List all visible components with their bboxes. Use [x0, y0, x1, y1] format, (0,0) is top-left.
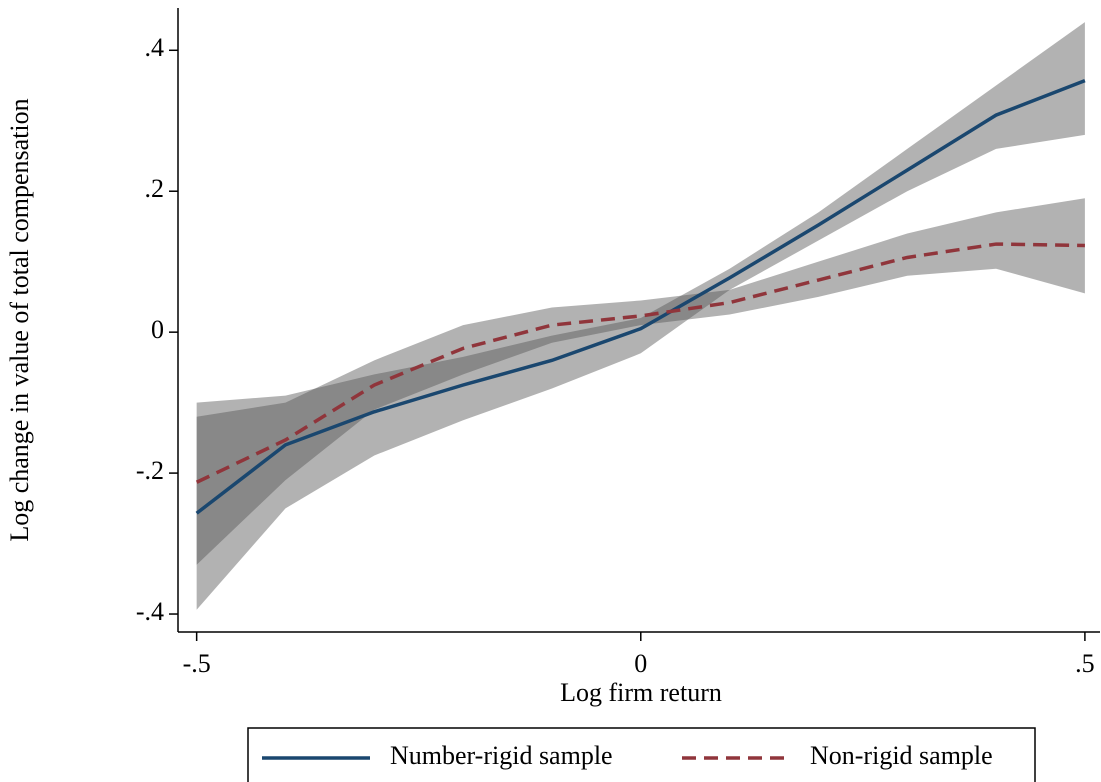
y-tick-label: -.4 — [136, 597, 164, 626]
legend-label: Number-rigid sample — [390, 741, 613, 770]
x-axis-label: Log firm return — [560, 678, 722, 707]
x-tick-label: 0 — [634, 649, 647, 678]
series-line — [195, 242, 1085, 484]
y-axis-label: Log change in value of total compensatio… — [5, 98, 34, 541]
y-tick-label: -.2 — [136, 456, 164, 485]
y-tick-label: 0 — [151, 315, 164, 344]
legend-box — [247, 727, 1036, 782]
legend-label: Non-rigid sample — [810, 741, 993, 770]
series-line — [195, 78, 1086, 515]
x-tick-label: -.5 — [183, 649, 211, 678]
y-tick-label: .2 — [145, 174, 165, 203]
y-tick-label: .4 — [145, 33, 165, 62]
confidence-band — [196, 198, 1085, 565]
x-tick-label: .5 — [1075, 649, 1095, 678]
